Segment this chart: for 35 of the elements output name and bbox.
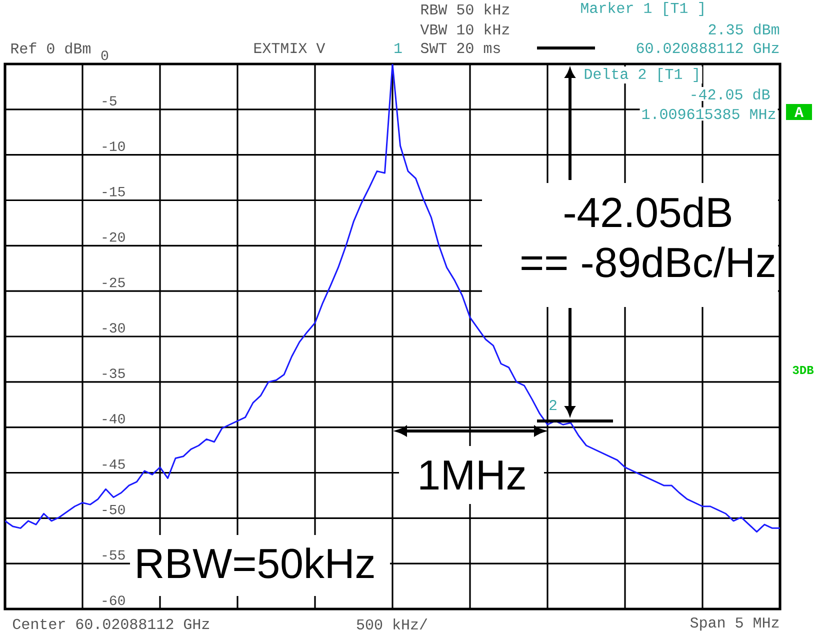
text: Ref 0 dBm: [11, 42, 90, 54]
annotation: == -89dBc/Hz: [522, 246, 774, 278]
y-tick-label: -25: [102, 278, 125, 288]
text: Center 60.02088112 GHz: [13, 618, 210, 630]
y-tick-label: -45: [102, 460, 125, 469]
y-tick-label: -15: [102, 187, 125, 196]
text: 500 kHz/: [356, 618, 428, 630]
text: Span 5 MHz: [690, 617, 779, 631]
annotation: 2: [550, 400, 556, 410]
y-tick-label: -60: [102, 596, 125, 606]
y-tick-label: -10: [102, 141, 125, 151]
annotation: -42.05dB: [564, 196, 731, 228]
annotation: RBW=50kHz: [138, 548, 374, 578]
y-tick-label: -30: [102, 323, 125, 333]
y-tick-label: -5: [102, 96, 116, 106]
y-tick-label: 0: [101, 50, 108, 60]
text: 2.35 dBm: [708, 23, 780, 35]
y-tick-label: -40: [102, 414, 125, 424]
y-tick-label: -50: [102, 504, 125, 514]
text: 60.020888112 GHz: [636, 42, 779, 54]
text: 3DB: [792, 366, 814, 374]
annotation: 1.009615385 MHz: [642, 108, 776, 120]
text: A: [794, 107, 804, 117]
annotation: 1MHz: [420, 460, 525, 490]
annotation: -42.05 dB: [692, 88, 770, 100]
text: Marker 1 [T1 ]: [581, 2, 704, 16]
text: EXTMIX V: [254, 43, 326, 53]
text: VBW 10 kHz: [420, 23, 510, 35]
y-tick-label: -55: [102, 550, 125, 560]
text: RBW 50 kHz: [421, 3, 510, 14]
annotation: Delta 2 [T1 ]: [584, 68, 698, 82]
y-tick-label: -20: [102, 232, 125, 242]
text: SWT 20 ms: [420, 42, 500, 54]
text: 1: [394, 43, 402, 53]
y-tick-label: -35: [102, 368, 125, 378]
